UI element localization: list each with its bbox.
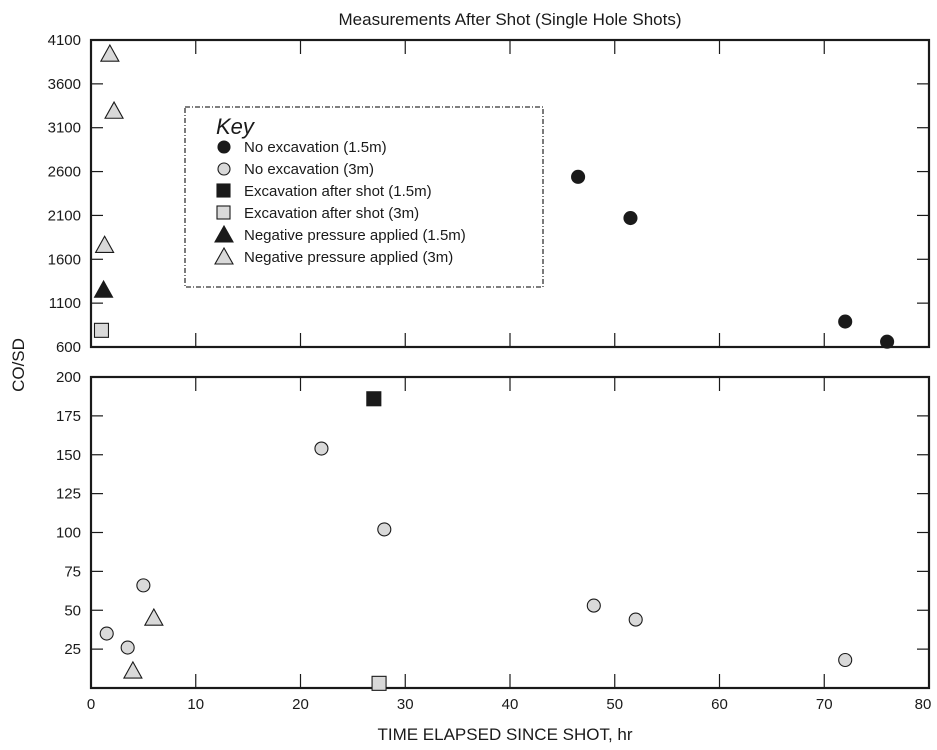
circle-point-filled: [880, 334, 895, 349]
upper-y-tick-label: 1600: [48, 251, 81, 268]
upper-y-tick-label: 4100: [48, 32, 81, 49]
lower-y-tick-label: 25: [64, 641, 81, 658]
x-tick-label: 80: [915, 696, 932, 713]
y-axis-title: CO/SD: [9, 338, 28, 392]
lower-y-tick-label: 50: [64, 602, 81, 619]
upper-y-tick-label: 600: [56, 339, 81, 356]
triangle-point-open: [143, 607, 164, 626]
plot-area: 6001100160021002600310036004100255075100…: [48, 32, 932, 713]
triangle-point-open: [122, 660, 143, 679]
legend-marker-5: [214, 246, 234, 265]
x-tick-label: 40: [502, 696, 519, 713]
circle-point-open: [314, 441, 329, 456]
triangle-point-open: [104, 100, 124, 119]
legend: Key No excavation (1.5m) No excavation (3…: [184, 106, 544, 288]
triangle-point-open: [94, 235, 115, 254]
legend-label: Negative pressure applied (3m): [244, 249, 453, 266]
x-axis-title: TIME ELAPSED SINCE SHOT, hr: [377, 725, 632, 744]
square-point-open: [371, 675, 387, 691]
upper-y-tick-label: 2100: [48, 207, 81, 224]
x-tick-label: 0: [87, 696, 95, 713]
square-point-filled: [366, 391, 382, 407]
circle-point-open: [136, 578, 151, 593]
legend-label: No excavation (1.5m): [244, 139, 387, 156]
x-tick-label: 20: [292, 696, 309, 713]
upper-y-tick-label: 1100: [49, 295, 81, 312]
lower-y-tick-label: 100: [56, 525, 81, 542]
chart-title: Measurements After Shot (Single Hole Sho…: [339, 10, 682, 29]
circle-point-filled: [571, 169, 586, 184]
x-tick-label: 70: [816, 696, 833, 713]
circle-point-filled: [838, 314, 853, 329]
triangle-point-open: [99, 43, 120, 62]
legend-frame: [184, 106, 544, 288]
legend-title: Key: [216, 114, 256, 139]
upper-y-tick-label: 3100: [48, 120, 81, 137]
x-tick-label: 10: [187, 696, 204, 713]
legend-marker-2: [216, 183, 231, 198]
legend-marker-1: [217, 162, 231, 176]
circle-point-open: [628, 612, 643, 627]
legend-label: No excavation (3m): [244, 161, 374, 178]
lower-y-tick-label: 75: [64, 563, 81, 580]
x-tick-label: 60: [711, 696, 728, 713]
upper-y-tick-label: 2600: [48, 164, 81, 181]
legend-label: Excavation after shot (3m): [244, 205, 419, 222]
circle-point-open: [99, 626, 114, 641]
upper-y-tick-label: 3600: [48, 76, 81, 93]
x-tick-label: 30: [397, 696, 414, 713]
triangle-point-filled: [93, 279, 114, 298]
circle-point-open: [586, 598, 601, 613]
lower-y-tick-label: 150: [56, 447, 81, 464]
lower-y-tick-label: 125: [56, 486, 81, 503]
lower-y-tick-label: 200: [56, 369, 81, 386]
legend-marker-4: [214, 224, 234, 243]
lower-y-tick-label: 175: [56, 408, 81, 425]
square-point-open: [93, 322, 110, 338]
legend-label: Excavation after shot (1.5m): [244, 183, 432, 200]
circle-point-open: [838, 652, 853, 668]
x-tick-label: 50: [606, 696, 623, 713]
legend-marker-0: [217, 140, 231, 154]
circle-point-open: [120, 640, 135, 655]
circle-point-open: [377, 522, 392, 537]
legend-label: Negative pressure applied (1.5m): [244, 227, 466, 244]
legend-marker-3: [216, 205, 231, 220]
circle-point-filled: [623, 211, 638, 226]
lower-panel-frame: [89, 375, 931, 690]
